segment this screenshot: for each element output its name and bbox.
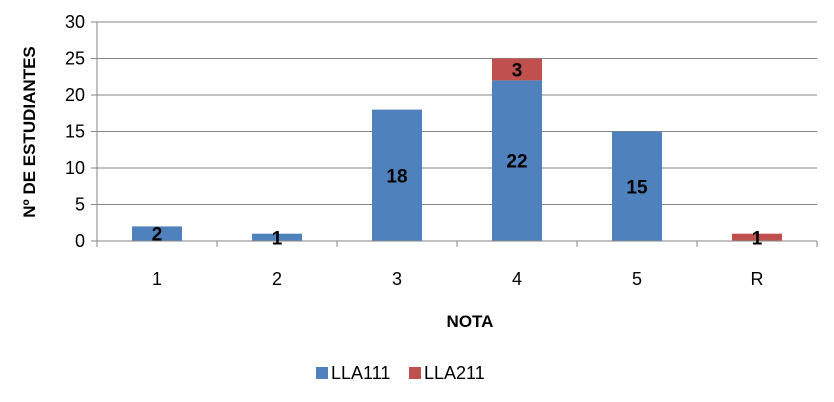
x-tick-label: R — [751, 269, 764, 289]
y-tick-label: 30 — [65, 12, 85, 32]
data-label: 22 — [506, 152, 527, 173]
data-label: 1 — [272, 228, 283, 249]
bar-LLA111-1 — [132, 226, 182, 241]
bar-LLA111-4 — [492, 80, 542, 242]
legend-swatch-LLA111 — [316, 367, 328, 379]
data-labels: 2 1 18 22 3 15 1 — [152, 60, 763, 249]
x-tick-label: 2 — [272, 269, 282, 289]
y-tick-label: 20 — [65, 85, 85, 105]
gridlines — [97, 21, 817, 205]
y-tick-label: 0 — [75, 231, 85, 251]
data-label: 1 — [752, 228, 763, 249]
x-tick-label: 1 — [152, 269, 162, 289]
bars — [132, 58, 782, 242]
legend: LLA111 LLA211 — [316, 363, 485, 383]
legend-label-LLA111: LLA111 — [331, 363, 390, 383]
x-tick-label: 5 — [632, 269, 642, 289]
x-axis-title: NOTA — [447, 312, 494, 331]
legend-swatch-LLA211 — [409, 367, 421, 379]
data-label: 2 — [152, 225, 163, 246]
bar-LLA211-R — [732, 233, 782, 241]
x-tick-labels: 1 2 3 4 5 R — [152, 269, 764, 289]
data-label: 15 — [626, 177, 648, 198]
x-tick-label: 3 — [392, 269, 402, 289]
y-tick-label: 15 — [65, 122, 85, 142]
data-label: 18 — [386, 166, 407, 187]
bar-LLA111-3 — [372, 109, 422, 241]
y-tick-label: 5 — [75, 195, 85, 215]
y-tick-label: 25 — [65, 49, 85, 69]
bar-LLA111-2 — [252, 233, 302, 241]
axes — [91, 21, 818, 247]
y-tick-labels: 0 5 10 15 20 25 30 — [65, 12, 85, 251]
y-tick-label: 10 — [65, 158, 85, 178]
bar-LLA111-5 — [612, 131, 662, 241]
y-axis-title: Nº DE ESTUDIANTES — [20, 46, 39, 218]
bar-LLA211-4 — [492, 58, 542, 81]
data-label: 3 — [512, 60, 523, 81]
x-tick-label: 4 — [512, 269, 522, 289]
legend-label-LLA211: LLA211 — [424, 363, 485, 383]
